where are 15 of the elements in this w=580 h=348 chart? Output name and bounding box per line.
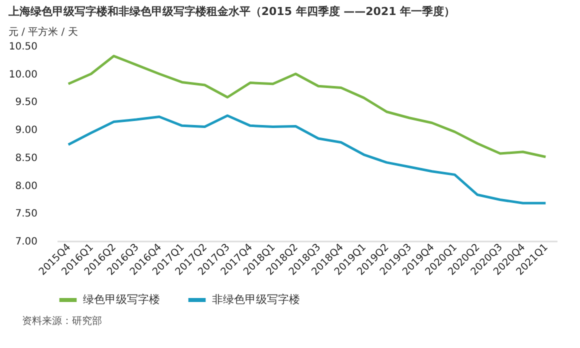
chart-title: 上海绿色甲级写字楼和非绿色甲级写字楼租金水平（2015 年四季度 ——2021 年一季度） bbox=[7, 5, 456, 18]
y-tick-label: 9.00 bbox=[15, 125, 38, 136]
text: 资料来源：研究部 bbox=[21, 314, 103, 328]
y-tick-label: 9.50 bbox=[15, 97, 38, 108]
legend-label: 非绿色甲级写字楼 bbox=[212, 293, 300, 306]
y-axis-title: 元 / 平方米 / 天 bbox=[8, 26, 78, 38]
legend-label: 绿色甲级写字楼 bbox=[83, 293, 160, 306]
y-tick-label: 7.50 bbox=[15, 208, 38, 220]
line-series bbox=[67, 54, 547, 158]
y-tick-label: 7.00 bbox=[15, 236, 38, 248]
y-tick-label: 10.50 bbox=[8, 42, 38, 52]
y-tick-label: 8.00 bbox=[15, 180, 38, 192]
y-tick-label: 10.00 bbox=[8, 69, 38, 80]
line-series bbox=[67, 114, 547, 204]
y-tick-label: 8.50 bbox=[15, 152, 38, 164]
